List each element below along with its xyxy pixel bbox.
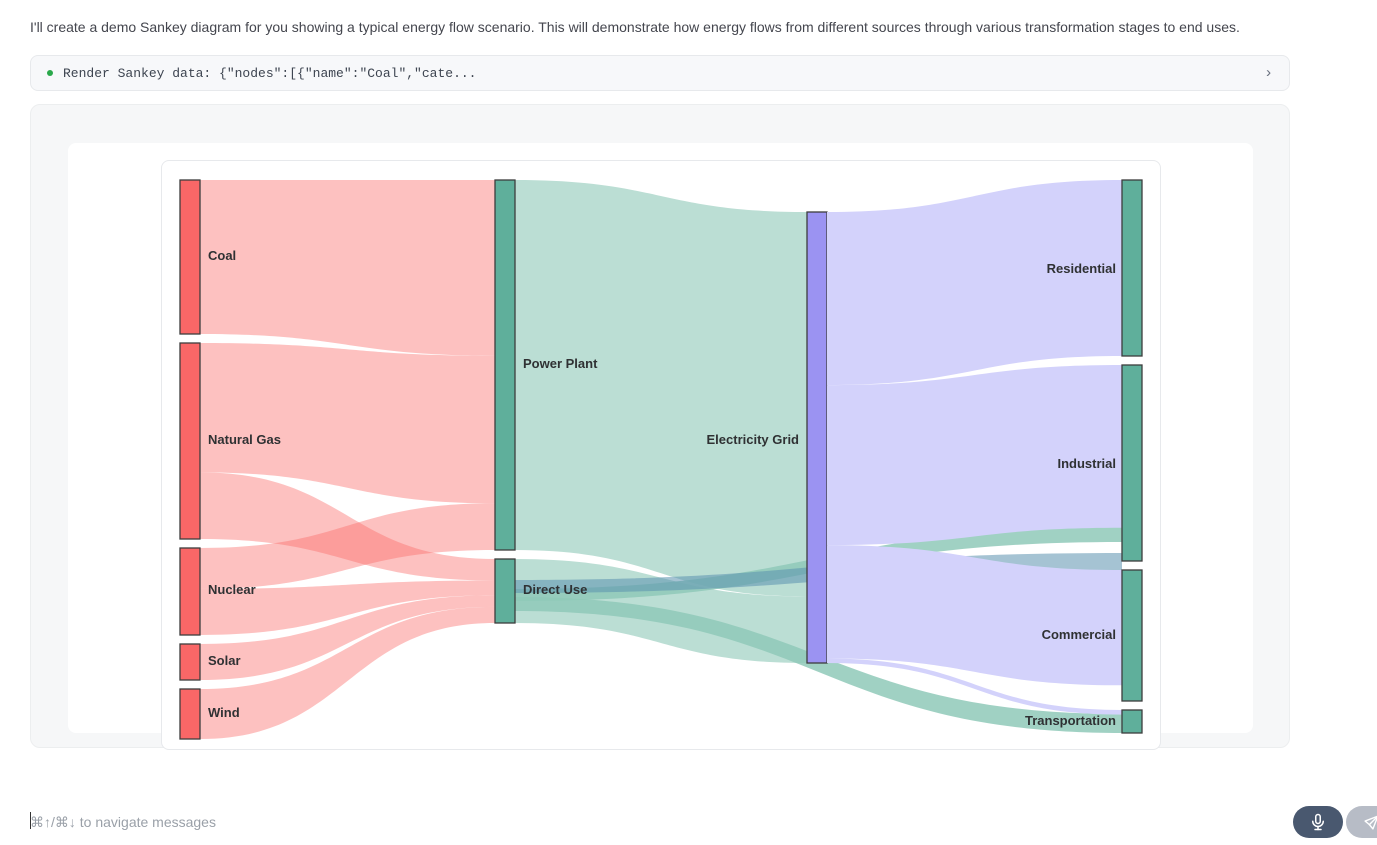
svg-text:Transportation: Transportation [1025, 713, 1116, 728]
svg-text:Natural Gas: Natural Gas [208, 432, 281, 447]
svg-text:Solar: Solar [208, 653, 241, 668]
svg-text:Nuclear: Nuclear [208, 582, 256, 597]
svg-text:Industrial: Industrial [1057, 456, 1116, 471]
svg-text:Coal: Coal [208, 248, 236, 263]
svg-text:Direct Use: Direct Use [523, 582, 587, 597]
svg-text:Electricity Grid: Electricity Grid [707, 432, 800, 447]
svg-text:Power Plant: Power Plant [523, 356, 598, 371]
svg-text:Residential: Residential [1047, 261, 1116, 276]
svg-text:Commercial: Commercial [1042, 627, 1116, 642]
svg-text:Wind: Wind [208, 705, 240, 720]
